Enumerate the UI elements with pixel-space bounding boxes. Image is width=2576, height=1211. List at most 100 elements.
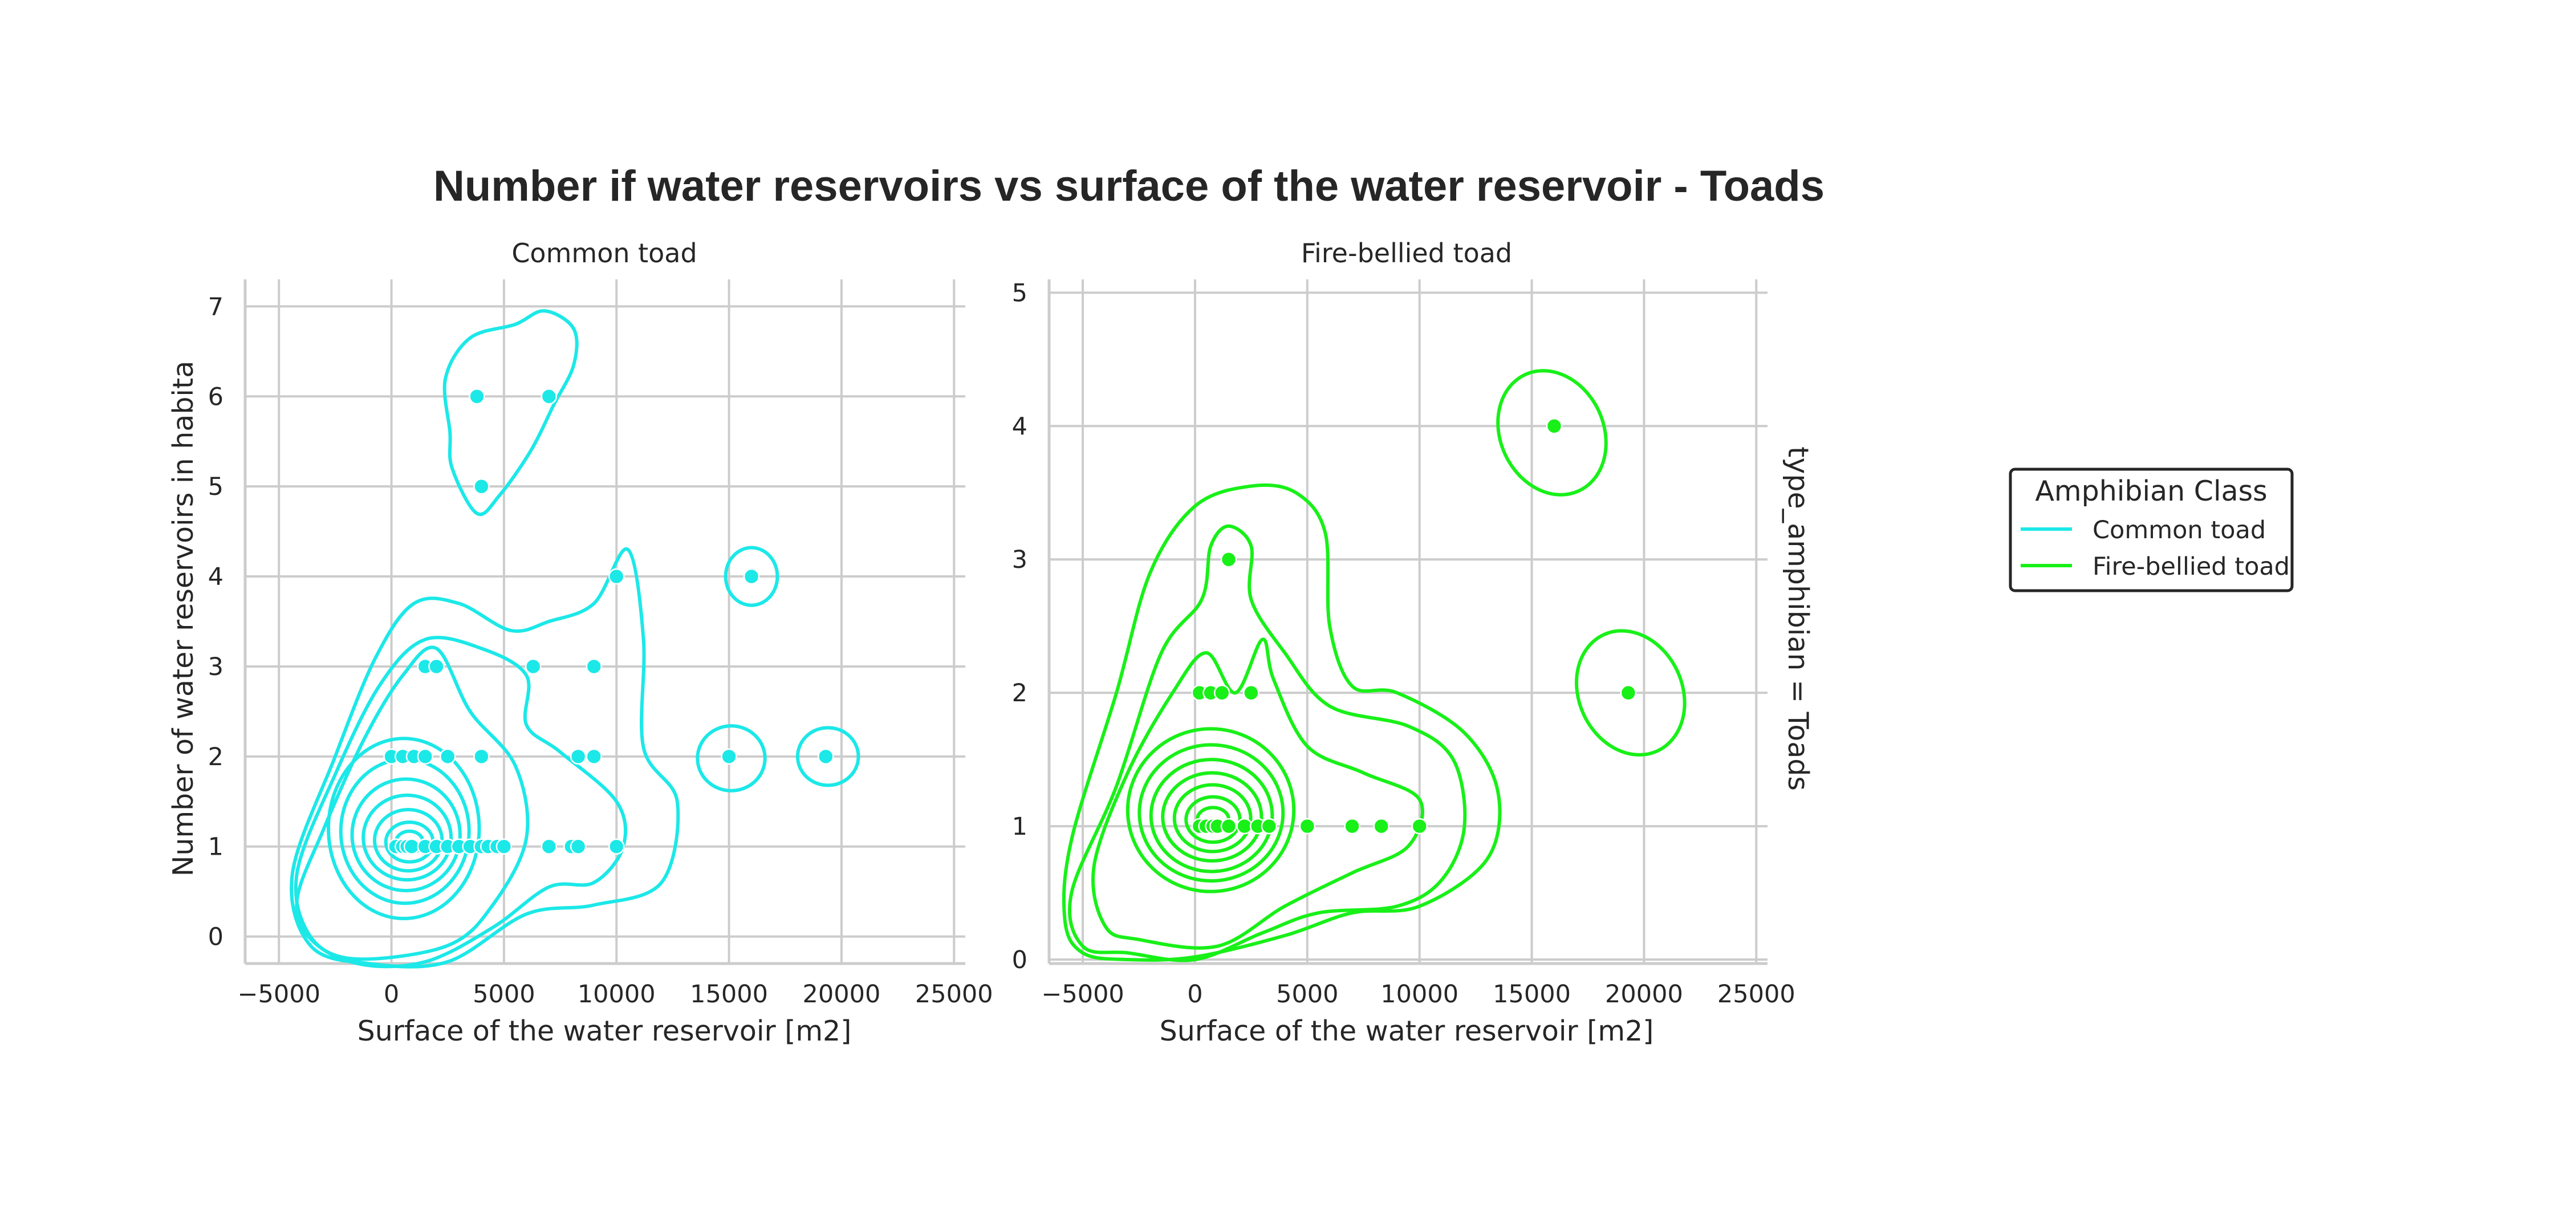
- x-tick-labels-fire-bellied-toad: −5000 0 5000 10000 15000 20000 25000: [1041, 980, 1795, 1009]
- x-tick-label: 25000: [915, 980, 993, 1009]
- axes-spines-common-toad: [243, 279, 965, 965]
- kde-contour-level-7: [327, 737, 481, 921]
- scatter-point-common-toad: [743, 568, 760, 585]
- y-tick-label: 5: [1012, 279, 1027, 307]
- x-tick-label: 5000: [1276, 980, 1338, 1009]
- legend-frame: [2009, 468, 2294, 592]
- kde-contours-fire-bellied-toad: [1062, 369, 1687, 962]
- scatter-point-fire-bellied-toad: [1411, 818, 1428, 835]
- panel-fire-bellied-toad: Fire-bellied toad −5000 0 5000 10000 15000 20…: [1012, 238, 1795, 1047]
- scatter-point-fire-bellied-toad: [1620, 684, 1637, 701]
- scatter-point-fire-bellied-toad: [1299, 818, 1316, 835]
- kde-contour-level-4: [361, 793, 453, 882]
- y-tick-label: 0: [1012, 946, 1027, 974]
- x-tick-label: 15000: [1493, 980, 1571, 1009]
- scatter-point-common-toad: [473, 478, 490, 495]
- kde-contour-level-3: [1172, 783, 1253, 854]
- scatter-point-common-toad: [473, 748, 490, 765]
- x-tick-label: 20000: [803, 980, 881, 1009]
- y-tick-label: 0: [208, 923, 224, 952]
- y-tick-label: 2: [208, 743, 224, 771]
- scatter-point-common-toad: [417, 748, 433, 765]
- scatter-point-common-toad: [586, 658, 603, 675]
- scatter-point-common-toad: [525, 658, 542, 675]
- scatter-point-fire-bellied-toad: [1373, 818, 1389, 835]
- kde-contour-level-14: [795, 726, 860, 787]
- kde-contour-level-5: [1149, 758, 1274, 873]
- kde-contour-level-6: [1137, 743, 1285, 883]
- kde-contour-level-12: [1575, 629, 1687, 757]
- x-tick-label: 25000: [1717, 980, 1795, 1009]
- kde-contour-level-8: [1091, 637, 1424, 950]
- scatter-point-common-toad: [541, 388, 558, 405]
- scatter-point-fire-bellied-toad: [1220, 551, 1237, 568]
- y-axis-label: Number of water reservoirs in habita: [167, 361, 200, 877]
- y-tick-labels-common-toad: 0 1 2 3 4 5 6 7: [208, 292, 224, 951]
- y-tick-label: 7: [208, 292, 224, 321]
- kde-contour-level-12: [724, 546, 779, 607]
- y-tick-label: 1: [1012, 812, 1027, 841]
- y-tick-label: 6: [208, 383, 224, 411]
- axes-spines-fire-bellied-toad: [1047, 279, 1768, 965]
- scatter-point-fire-bellied-toad: [1243, 684, 1259, 701]
- legend-label-common-toad: Common toad: [2093, 516, 2266, 544]
- y-tick-label: 3: [1012, 546, 1027, 574]
- scatter-point-common-toad: [428, 658, 445, 675]
- x-tick-label: 15000: [690, 980, 768, 1009]
- y-tick-label: 1: [208, 833, 224, 861]
- panel-title-fire-bellied-toad: Fire-bellied toad: [1301, 238, 1512, 269]
- scatter-point-common-toad: [608, 838, 625, 855]
- gridlines-common-toad: [245, 279, 965, 964]
- x-axis-label-fire-bellied-toad: Surface of the water reservoir [m2]: [1160, 1015, 1654, 1047]
- kde-contour-level-9: [294, 636, 628, 969]
- kde-contour-level-11: [1496, 369, 1608, 497]
- y-tick-label: 4: [1012, 412, 1027, 441]
- x-tick-label: −5000: [1041, 980, 1124, 1009]
- scatter-point-fire-bellied-toad: [1261, 818, 1278, 835]
- scatter-point-common-toad: [818, 748, 834, 765]
- x-tick-label: 0: [1187, 980, 1202, 1009]
- scatter-point-common-toad: [541, 838, 558, 855]
- scatter-points-fire-bellied-toad: [1191, 418, 1637, 835]
- facet-row-label: type_amphibian = Toads: [1782, 446, 1814, 791]
- scatter-point-common-toad: [570, 838, 587, 855]
- scatter-point-common-toad: [721, 748, 737, 765]
- scatter-points-common-toad: [383, 388, 834, 855]
- kde-contour-level-3: [372, 808, 444, 873]
- scatter-point-common-toad: [586, 748, 603, 765]
- scatter-point-fire-bellied-toad: [1213, 684, 1230, 701]
- x-tick-label: 0: [384, 980, 399, 1009]
- figure-title: Number if water reservoirs vs surface of…: [433, 162, 1825, 210]
- legend-label-fire-bellied-toad: Fire-bellied toad: [2093, 552, 2290, 581]
- x-tick-label: −5000: [237, 980, 320, 1009]
- kde-contour-level-9: [1068, 524, 1467, 962]
- scatter-point-fire-bellied-toad: [1546, 418, 1563, 434]
- scatter-point-common-toad: [570, 748, 587, 765]
- kde-contour-level-13: [696, 724, 767, 793]
- panel-common-toad: Common toad −5000 0 5000 10000 15000 20000 250…: [167, 238, 993, 1047]
- x-axis-label-common-toad: Surface of the water reservoir [m2]: [357, 1015, 852, 1047]
- panel-title-common-toad: Common toad: [511, 238, 697, 269]
- scatter-point-common-toad: [469, 388, 485, 405]
- kde-contour-level-8: [295, 645, 530, 961]
- scatter-point-fire-bellied-toad: [1220, 818, 1237, 835]
- kde-contour-level-7: [1126, 727, 1296, 893]
- kde-contour-level-5: [350, 777, 462, 893]
- kde-contour-level-10: [290, 547, 680, 969]
- kde-contour-level-4: [1161, 771, 1263, 863]
- y-tick-label: 5: [208, 473, 224, 501]
- x-tick-label: 20000: [1605, 980, 1683, 1009]
- gridlines-fire-bellied-toad: [1049, 279, 1768, 964]
- kde-contour-level-10: [1062, 483, 1502, 962]
- y-tick-labels-fire-bellied-toad: 0 1 2 3 4 5: [1012, 279, 1027, 974]
- x-tick-label: 10000: [1380, 980, 1458, 1009]
- legend: Amphibian Class Common toad Fire-bellied…: [2009, 468, 2294, 592]
- scatter-point-common-toad: [495, 838, 513, 855]
- x-tick-label: 5000: [473, 980, 535, 1009]
- y-tick-label: 3: [208, 653, 224, 681]
- kde-contour-level-11: [442, 309, 579, 517]
- x-tick-labels-common-toad: −5000 0 5000 10000 15000 20000 25000: [237, 980, 993, 1009]
- y-tick-label: 2: [1012, 679, 1027, 708]
- scatter-point-fire-bellied-toad: [1344, 818, 1360, 835]
